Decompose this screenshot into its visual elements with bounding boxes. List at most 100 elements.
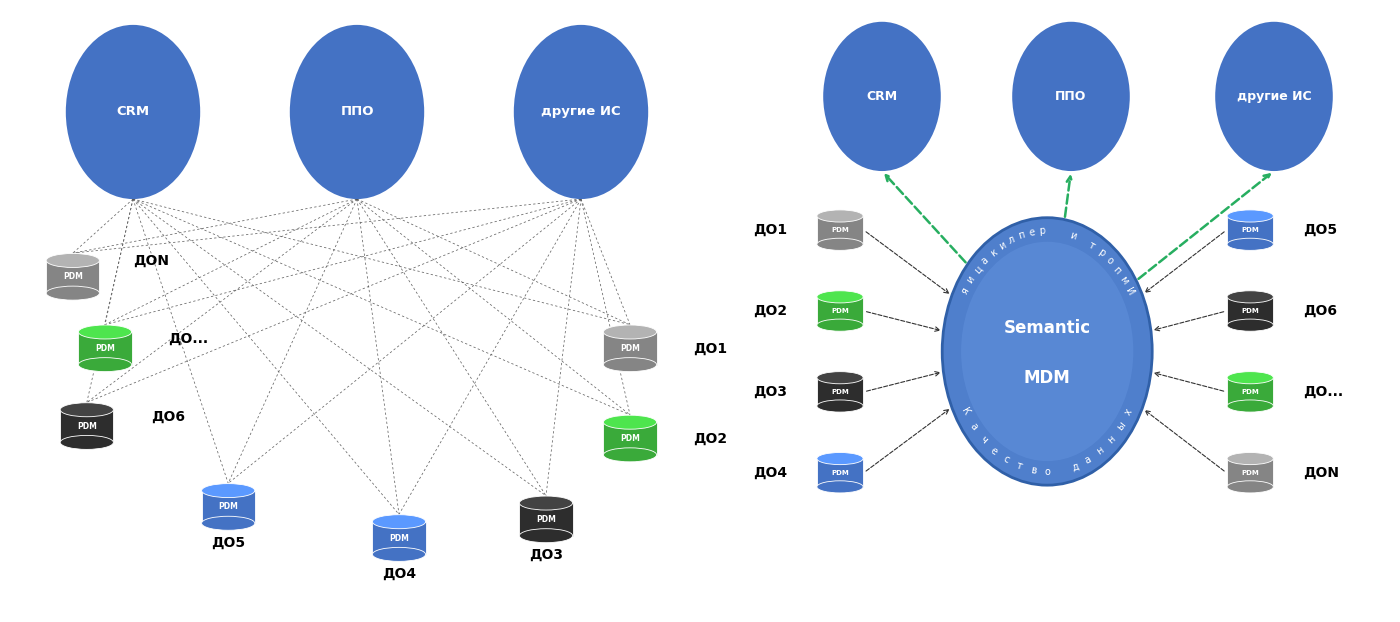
Text: ДОN: ДОN (1303, 466, 1340, 480)
Ellipse shape (823, 22, 941, 171)
Text: л: л (1007, 234, 1016, 246)
Text: т: т (1015, 461, 1023, 472)
Ellipse shape (1226, 481, 1274, 493)
FancyBboxPatch shape (818, 297, 862, 325)
Ellipse shape (942, 218, 1152, 485)
Text: PDM: PDM (832, 227, 848, 233)
Ellipse shape (1226, 210, 1274, 222)
FancyBboxPatch shape (818, 216, 862, 244)
Text: PDM: PDM (1242, 308, 1259, 314)
Text: PDM: PDM (536, 515, 556, 524)
Text: ДО4: ДО4 (382, 567, 416, 580)
Text: п: п (1110, 264, 1123, 276)
Ellipse shape (603, 448, 657, 462)
FancyBboxPatch shape (1226, 297, 1274, 325)
Text: PDM: PDM (1242, 389, 1259, 395)
Text: ДО4: ДО4 (753, 466, 787, 480)
FancyBboxPatch shape (78, 332, 132, 364)
Ellipse shape (818, 319, 862, 331)
Text: PDM: PDM (77, 422, 97, 430)
FancyBboxPatch shape (202, 491, 255, 523)
Text: ДО2: ДО2 (693, 432, 727, 445)
Text: т: т (1088, 240, 1098, 251)
Text: PDM: PDM (63, 272, 83, 281)
Text: ДО1: ДО1 (693, 341, 727, 355)
FancyBboxPatch shape (60, 410, 113, 442)
Text: К: К (959, 406, 972, 417)
Text: а: а (980, 255, 991, 266)
Text: и: и (1068, 230, 1078, 241)
Text: ППО: ППО (1056, 90, 1086, 103)
FancyBboxPatch shape (818, 458, 862, 487)
Ellipse shape (372, 547, 426, 561)
Text: PDM: PDM (620, 344, 640, 353)
Text: м: м (1117, 274, 1130, 286)
Text: ДО2: ДО2 (753, 304, 787, 318)
FancyBboxPatch shape (1226, 216, 1274, 244)
Ellipse shape (1012, 22, 1130, 171)
Ellipse shape (1226, 453, 1274, 465)
FancyBboxPatch shape (603, 422, 657, 455)
Text: Semantic: Semantic (1004, 319, 1091, 337)
Text: PDM: PDM (218, 503, 238, 511)
Text: п: п (1016, 230, 1026, 241)
Text: ДО3: ДО3 (753, 385, 787, 399)
Text: ч: ч (977, 434, 988, 445)
Text: ы: ы (1114, 420, 1127, 433)
Text: а: а (967, 421, 979, 432)
Ellipse shape (78, 325, 132, 339)
Text: и: и (965, 275, 977, 285)
Text: PDM: PDM (832, 389, 848, 395)
Ellipse shape (818, 238, 862, 251)
Ellipse shape (818, 481, 862, 493)
Text: PDM: PDM (832, 308, 848, 314)
FancyBboxPatch shape (372, 522, 426, 554)
FancyBboxPatch shape (1226, 458, 1274, 487)
Ellipse shape (818, 210, 862, 222)
Ellipse shape (60, 403, 113, 417)
Ellipse shape (372, 515, 426, 529)
Text: CRM: CRM (116, 106, 150, 118)
Text: с: с (1001, 454, 1011, 465)
Text: PDM: PDM (95, 344, 115, 353)
Ellipse shape (818, 453, 862, 465)
Ellipse shape (960, 242, 1134, 461)
Text: е: е (1028, 227, 1036, 238)
Ellipse shape (1226, 372, 1274, 384)
Text: ДО5: ДО5 (1303, 223, 1337, 237)
Text: ДО...: ДО... (1303, 385, 1344, 399)
Text: р: р (1096, 247, 1106, 258)
Text: о: о (1103, 255, 1114, 266)
Text: р: р (1039, 226, 1046, 236)
Ellipse shape (202, 484, 255, 498)
Text: PDM: PDM (1242, 227, 1259, 233)
Text: к: к (988, 247, 998, 258)
Text: е: е (988, 445, 1000, 457)
Ellipse shape (818, 372, 862, 384)
Text: И: И (1123, 285, 1135, 297)
Text: и: и (997, 239, 1008, 251)
Text: ДО6: ДО6 (151, 410, 185, 424)
Text: ц: ц (972, 264, 984, 276)
Text: ДОN: ДОN (133, 254, 169, 268)
Text: н: н (1106, 434, 1117, 445)
Ellipse shape (46, 254, 99, 267)
Text: CRM: CRM (867, 90, 897, 103)
FancyBboxPatch shape (818, 378, 862, 406)
Ellipse shape (1215, 22, 1333, 171)
Ellipse shape (818, 290, 862, 303)
Text: другие ИС: другие ИС (542, 106, 620, 118)
Text: PDM: PDM (832, 470, 848, 476)
Ellipse shape (603, 415, 657, 429)
Ellipse shape (603, 358, 657, 371)
Text: о: о (1044, 466, 1050, 477)
Ellipse shape (66, 25, 200, 199)
Text: ДО1: ДО1 (753, 223, 787, 237)
Text: я: я (959, 286, 972, 296)
FancyBboxPatch shape (519, 503, 573, 536)
Ellipse shape (290, 25, 424, 199)
Text: PDM: PDM (620, 434, 640, 443)
Ellipse shape (1226, 290, 1274, 303)
Text: MDM: MDM (1023, 369, 1071, 386)
Ellipse shape (1226, 319, 1274, 331)
